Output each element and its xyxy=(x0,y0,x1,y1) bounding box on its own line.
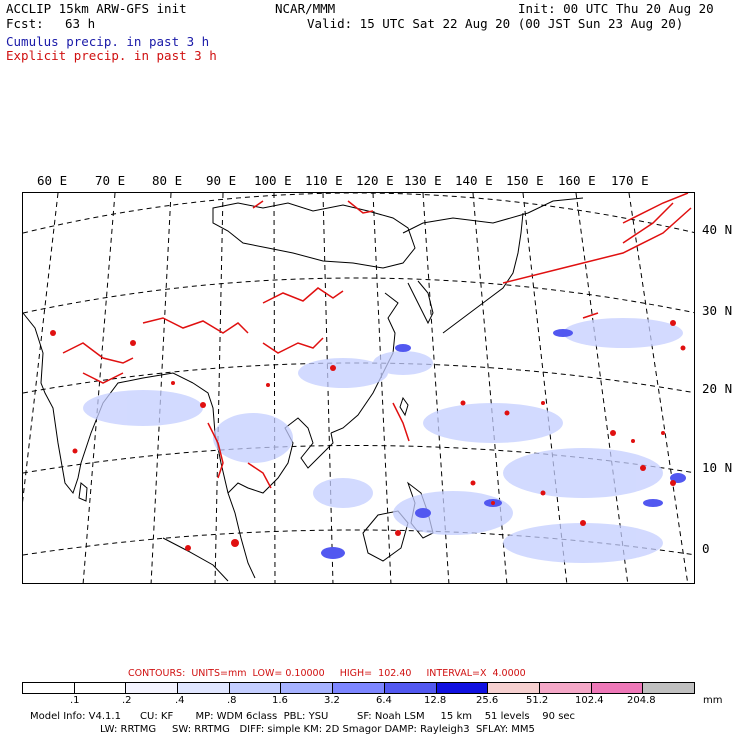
colorbar-label: 102.4 xyxy=(575,695,604,706)
colorbar-label: .1 xyxy=(70,695,80,706)
colorbar-cell xyxy=(229,683,282,693)
lon-label: 130 E xyxy=(404,173,442,188)
cumulus-precip xyxy=(83,318,683,563)
forecast-label: Fcst: xyxy=(6,16,44,31)
cumulus-heavy xyxy=(321,329,686,559)
title-line: ACCLIP 15km ARW-GFS init xyxy=(6,1,187,16)
lat-label: 10 N xyxy=(702,460,733,475)
colorbar-cell xyxy=(23,683,75,693)
colorbar-cell xyxy=(281,683,334,693)
colorbar-label: 1.6 xyxy=(272,695,288,706)
explicit-precip xyxy=(62,193,692,489)
valid-time: Valid: 15 UTC Sat 22 Aug 20 (00 JST Sun … xyxy=(307,16,684,31)
lon-label: 80 E xyxy=(152,173,183,188)
lon-label: 120 E xyxy=(356,173,394,188)
contour-info: CONTOURS: UNITS=mm LOW= 0.10000 HIGH= 10… xyxy=(128,668,526,679)
colorbar-cell xyxy=(539,683,592,693)
colorbar-cell xyxy=(384,683,437,693)
lon-label: 140 E xyxy=(455,173,493,188)
init-time: Init: 00 UTC Thu 20 Aug 20 xyxy=(518,1,714,16)
colorbar-label: 12.8 xyxy=(424,695,447,706)
colorbar-cell xyxy=(333,683,385,693)
explicit-precip-cells xyxy=(50,320,686,551)
lat-label: 40 N xyxy=(702,222,733,237)
colorbar-label: 204.8 xyxy=(627,695,656,706)
colorbar-label: .4 xyxy=(175,695,185,706)
map-canvas xyxy=(23,193,694,583)
lon-label: 170 E xyxy=(611,173,649,188)
lon-label: 60 E xyxy=(37,173,68,188)
lon-label: 150 E xyxy=(506,173,544,188)
coastlines xyxy=(23,197,584,582)
lon-label: 90 E xyxy=(206,173,237,188)
colorbar-label: 6.4 xyxy=(376,695,392,706)
colorbar xyxy=(22,682,695,694)
colorbar-unit: mm xyxy=(703,695,723,706)
lon-label: 100 E xyxy=(254,173,292,188)
lon-label: 70 E xyxy=(95,173,126,188)
colorbar-label: .8 xyxy=(227,695,237,706)
colorbar-cell xyxy=(74,683,127,693)
colorbar-cell xyxy=(178,683,230,693)
lon-label: 160 E xyxy=(558,173,596,188)
legend-cumulus: Cumulus precip. in past 3 h xyxy=(6,34,210,49)
colorbar-cell xyxy=(591,683,644,693)
org-label: NCAR/MMM xyxy=(275,1,336,16)
colorbar-label: .2 xyxy=(122,695,132,706)
forecast-value: 63 h xyxy=(65,16,96,31)
colorbar-cell xyxy=(436,683,489,693)
model-info-line2: LW: RRTMG SW: RRTMG DIFF: simple KM: 2D … xyxy=(100,724,535,735)
lon-label: 110 E xyxy=(305,173,343,188)
colorbar-label: 3.2 xyxy=(324,695,340,706)
legend-explicit: Explicit precip. in past 3 h xyxy=(6,48,217,63)
lat-label: 20 N xyxy=(702,381,733,396)
colorbar-label: 25.6 xyxy=(476,695,499,706)
colorbar-label: 51.2 xyxy=(526,695,549,706)
colorbar-cell xyxy=(126,683,179,693)
lat-label: 0 xyxy=(702,541,710,556)
colorbar-cell xyxy=(643,683,694,693)
colorbar-cell xyxy=(488,683,540,693)
precip-map xyxy=(22,192,695,584)
lat-label: 30 N xyxy=(702,303,733,318)
model-info-line1: Model Info: V4.1.1 CU: KF MP: WDM 6class… xyxy=(30,711,576,722)
